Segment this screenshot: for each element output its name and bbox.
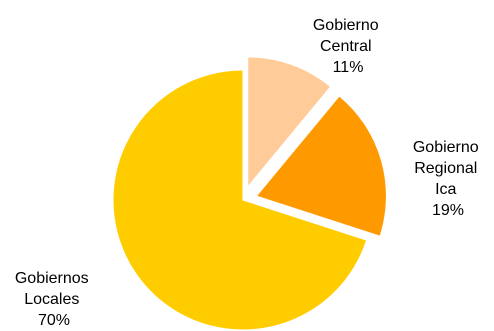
slice-percent-gobierno-regional: 19% <box>432 202 464 219</box>
slice-label-gobierno-regional: Gobierno Regional Ica 19% <box>413 139 483 219</box>
slice-percent-gobiernos-locales: 70% <box>38 312 70 329</box>
slice-label-gobiernos-locales: Gobiernos Locales 70% <box>15 270 93 329</box>
slice-label-gobierno-central: Gobierno Central 11% <box>313 17 383 76</box>
pie-slices <box>112 56 387 331</box>
pie-slice-gobierno-regional <box>255 95 387 237</box>
pie-slice-gobiernos-locales <box>112 69 368 331</box>
pie-slice-gobierno-central <box>247 56 332 189</box>
slice-percent-gobierno-central: 11% <box>333 59 364 76</box>
